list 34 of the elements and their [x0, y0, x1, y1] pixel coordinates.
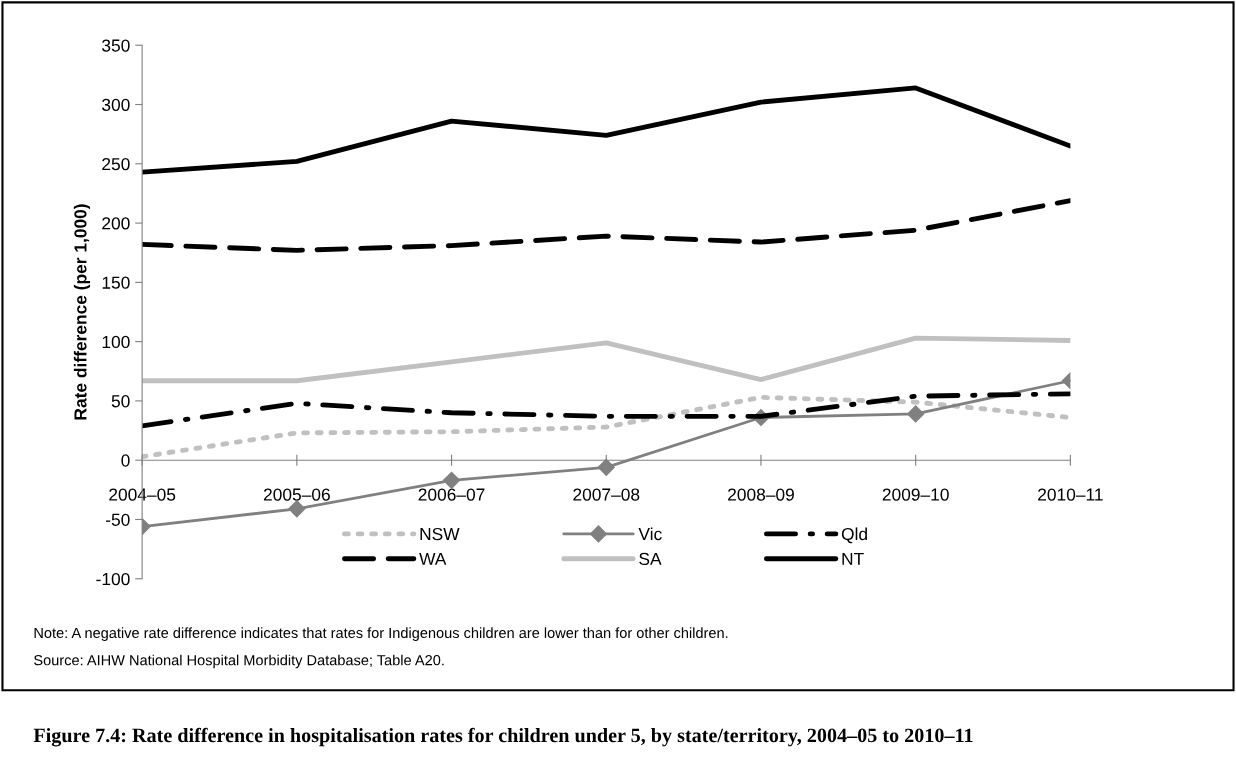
legend-label: WA	[419, 552, 447, 565]
x-tick-label: 2006–07	[418, 488, 485, 501]
legend-label: NT	[842, 552, 864, 565]
y-tick-label: -100	[96, 572, 130, 586]
x-tick-label: 2009–10	[882, 488, 949, 501]
y-tick-label: 0	[121, 454, 130, 467]
y-tick-label: 50	[111, 395, 130, 408]
y-axis-title: Rate difference (per 1,000)	[73, 204, 91, 420]
source-note: Source: AIHW National Hospital Morbidity Database; Table A20.	[34, 654, 444, 669]
y-tick-label: -50	[106, 513, 130, 526]
line-series	[142, 391, 1071, 429]
x-tick-label: 2008–09	[728, 488, 794, 501]
y-tick-label: 350	[102, 39, 130, 52]
text: Note: A negative rate difference indicates that rates for Indigenous children are lower than for other children.	[34, 627, 728, 641]
x-tick-label: 2007–08	[573, 488, 640, 501]
x-tick-label: 2005–06	[263, 488, 330, 501]
legend-label: NSW	[420, 527, 460, 541]
x-tick-label: 2010–11	[1038, 488, 1103, 501]
y-tick-label: 200	[102, 217, 130, 230]
line-series	[142, 335, 1071, 384]
y-tick-label: 300	[102, 98, 130, 111]
legend-label: Qld	[841, 527, 867, 544]
point	[597, 458, 615, 476]
text: Figure 7.4: Rate difference in hospitalisation rates for children under 5, by state/territory, 2004–05 to 2010–11	[33, 727, 973, 747]
legend-label: Vic	[638, 527, 662, 541]
y-tick-label: 250	[102, 157, 130, 171]
x-tick-label: 2004–05	[109, 488, 176, 501]
legend-label: SA	[639, 552, 662, 566]
y-tick-label: 100	[102, 335, 130, 349]
point	[288, 500, 306, 518]
point	[442, 471, 461, 489]
y-tick-label: 150	[102, 276, 130, 289]
line-series	[142, 198, 1071, 253]
line-series	[142, 85, 1071, 175]
